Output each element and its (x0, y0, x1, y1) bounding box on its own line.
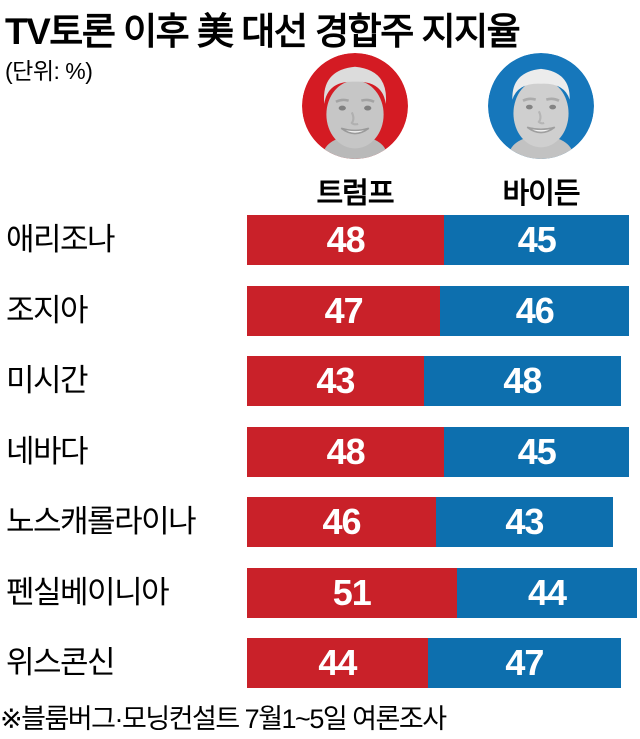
state-label: 조지아 (6, 292, 89, 328)
stacked-bar: 43 48 (247, 356, 621, 406)
bar-chart: 애리조나 48 45 조지아 47 46 미시간 43 48 네바다 48 45 노스캐롤라이나 46 43… (0, 215, 640, 709)
bar-segment-트럼프: 51 (247, 567, 457, 618)
bar-value: 48 (326, 219, 366, 260)
bar-value: 48 (326, 430, 366, 472)
source-note: ※블룸버그·모닝컨설트 7월1~5일 여론조사 (0, 704, 447, 734)
state-row: 미시간 43 48 (0, 356, 640, 406)
trump-name-label: 트럼프 (316, 178, 394, 210)
bar-segment-바이든: 46 (440, 285, 630, 336)
bar-segment-트럼프: 48 (247, 215, 445, 265)
state-label: 애리조나 (6, 222, 116, 257)
stacked-bar: 47 46 (247, 285, 630, 336)
bar-value: 46 (515, 289, 555, 331)
state-row: 위스콘신 44 47 (0, 638, 640, 688)
unit-note: (단위: %) (5, 58, 93, 84)
stacked-bar: 48 45 (247, 215, 630, 265)
bar-segment-바이든: 45 (444, 426, 630, 477)
bar-segment-바이든: 47 (427, 638, 621, 688)
state-row: 네바다 48 45 (0, 426, 640, 477)
stacked-bar: 48 45 (247, 426, 630, 477)
bar-value: 47 (324, 289, 364, 331)
bar-segment-바이든: 48 (423, 356, 621, 406)
state-row: 조지아 47 46 (0, 285, 640, 336)
bar-value: 51 (332, 571, 372, 613)
person-face-icon (323, 66, 387, 159)
candidate-trump: 트럼프 (302, 53, 408, 212)
stacked-bar: 46 43 (247, 497, 613, 547)
bar-value: 45 (517, 219, 557, 260)
state-label: 노스캐롤라이나 (6, 504, 197, 539)
state-label: 미시간 (6, 363, 89, 398)
bar-value: 48 (503, 360, 542, 401)
bar-segment-트럼프: 43 (247, 356, 424, 406)
bar-value: 44 (318, 642, 357, 683)
candidate-biden: 바이든 (488, 53, 594, 212)
bar-value: 43 (505, 501, 544, 542)
state-row: 애리조나 48 45 (0, 215, 640, 265)
stacked-bar: 51 44 (247, 567, 638, 618)
biden-portrait-icon (488, 53, 594, 159)
bar-segment-트럼프: 47 (247, 285, 441, 336)
state-label: 펜실베이니아 (6, 574, 170, 610)
biden-name-label: 바이든 (502, 178, 580, 210)
bar-value: 45 (517, 430, 557, 472)
bar-value: 46 (322, 501, 362, 542)
bar-value: 47 (505, 642, 544, 683)
stacked-bar: 44 47 (247, 638, 621, 688)
page-title: TV토론 이후 美 대선 경합주 지지율 (5, 11, 521, 52)
bar-value: 44 (527, 571, 567, 613)
bar-segment-바이든: 45 (444, 215, 630, 265)
state-label: 위스콘신 (6, 645, 116, 680)
bar-segment-트럼프: 48 (247, 426, 445, 477)
bar-segment-트럼프: 46 (247, 497, 437, 547)
state-row: 펜실베이니아 51 44 (0, 567, 640, 618)
bar-segment-바이든: 43 (436, 497, 613, 547)
state-label: 네바다 (6, 433, 89, 469)
bar-segment-바이든: 44 (456, 567, 638, 618)
state-row: 노스캐롤라이나 46 43 (0, 497, 640, 547)
bar-value: 43 (316, 360, 355, 401)
trump-portrait-icon (302, 53, 408, 159)
person-face-icon (509, 68, 573, 159)
bar-segment-트럼프: 44 (247, 638, 428, 688)
